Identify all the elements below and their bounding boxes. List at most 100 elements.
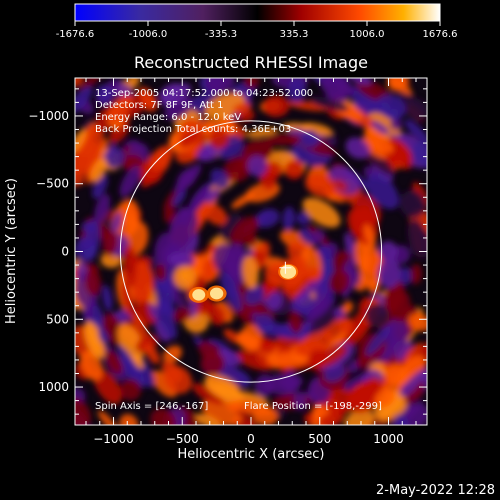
heatmap-cell [178, 129, 201, 148]
heatmap-cell [98, 328, 109, 345]
heatmap-cell [95, 84, 114, 104]
heatmap-cell [204, 204, 228, 226]
heatmap-cell [243, 78, 260, 89]
heatmap-cell [196, 143, 216, 159]
colorbar-tick-label: 1676.6 [423, 29, 458, 40]
heatmap-cell [387, 78, 409, 92]
heatmap-cell [377, 258, 401, 289]
heatmap-cell [131, 286, 143, 305]
heatmap-cell [363, 148, 395, 176]
heatmap-cell [390, 118, 403, 131]
heatmap-cell [408, 312, 427, 332]
heatmap-cell [223, 156, 252, 183]
heatmap-cell [329, 269, 350, 294]
heatmap-cell [412, 140, 427, 170]
axis-ticks: −1000 −500 0 500 1000 1000 500 0 −500 −1000 [28, 78, 427, 446]
heatmap-cell [79, 78, 108, 94]
heatmap-cell [302, 197, 341, 228]
y-tick-label: −1000 [28, 109, 69, 123]
heatmap-cell [154, 319, 171, 342]
heatmap-cell [81, 221, 97, 234]
heatmap-cell [298, 331, 333, 354]
heatmap-cell [205, 188, 221, 204]
heatmap-cell [407, 219, 427, 258]
heatmap-cell [75, 129, 87, 155]
y-tick-label: −500 [36, 177, 69, 191]
heatmap-cell [319, 254, 333, 296]
heatmap-cell [83, 321, 106, 360]
heatmap-cell [119, 379, 142, 401]
heatmap-cell [150, 370, 178, 398]
heatmap-cell [350, 387, 368, 400]
heatmap-cell [282, 206, 295, 231]
heatmap-cell [148, 302, 159, 320]
annotation-line: Back Projection Total counts: 4.36E+03 [95, 124, 291, 135]
heatmap-cell [251, 250, 267, 265]
heatmap-cell [255, 208, 280, 228]
heatmap-cell [75, 78, 84, 88]
heatmap-cell [168, 207, 198, 248]
heatmap-cell [155, 264, 167, 282]
heatmap-cell [265, 133, 301, 146]
annotation-line: Energy Range: 6.0 - 12.0 keV [95, 112, 241, 123]
colorbar-tick-label: 1006.0 [350, 29, 385, 40]
heatmap-cell [236, 332, 261, 352]
heatmap-cell [386, 137, 413, 164]
bright-source [209, 287, 224, 300]
heatmap-cell [75, 85, 93, 114]
annotation-line: 13-Sep-2005 04:17:52.000 to 04:23:52.000 [95, 88, 313, 99]
heatmap-cell [363, 224, 376, 247]
heatmap-cell [393, 414, 409, 425]
heatmap-cell [163, 365, 193, 394]
heatmap-cell [108, 120, 130, 144]
heatmap-cell [192, 383, 224, 406]
heatmap-cell [119, 413, 139, 425]
heatmap-cell [377, 94, 406, 120]
heatmap-cell [399, 368, 427, 399]
heatmap-cell [210, 168, 230, 190]
heatmap-sources [188, 263, 299, 303]
heatmap-cell [168, 252, 195, 267]
colorbar-tick-label: -1006.0 [129, 29, 168, 40]
heatmap-cell [94, 193, 111, 224]
heatmap-cell [304, 298, 336, 324]
colorbar-tick-label: -1676.6 [56, 29, 95, 40]
chart-title: Reconstructed RHESSI Image [134, 53, 368, 72]
heatmap-cell [257, 322, 295, 338]
heatmap-cell [212, 243, 234, 272]
heatmap-cell [173, 307, 192, 323]
heatmap-cell [90, 158, 107, 183]
heatmap-cell [107, 94, 133, 121]
colorbar-gradient [74, 3, 441, 22]
heatmap-cell [230, 216, 259, 247]
heatmap-cell [283, 369, 297, 394]
heatmap-cell [85, 269, 102, 296]
heatmap-cell [117, 345, 140, 380]
y-tick-label: 500 [46, 312, 69, 326]
heatmap-cell [287, 78, 307, 103]
heatmap-cell [374, 388, 395, 408]
heatmap-cell [144, 343, 161, 365]
heatmap-cell [220, 271, 242, 312]
heatmap-cell [173, 265, 197, 289]
heatmap-cell [257, 338, 276, 355]
heatmap-cell [296, 211, 311, 225]
heatmap-cell [360, 137, 388, 159]
heatmap-cell [334, 179, 348, 191]
heatmap-cell [172, 188, 187, 207]
heatmap-cell [370, 120, 390, 135]
heatmap-cell [205, 302, 226, 326]
annotation-line: Detectors: 7F 8F 9F, Att 1 [95, 100, 223, 111]
heatmap-cell [244, 285, 265, 306]
colorbar: -1676.6 -1006.0 -335.3 335.3 1006.0 1676.6 [56, 3, 458, 40]
heatmap-cell [162, 345, 182, 364]
heatmap-cell [205, 78, 235, 94]
heatmap-cell [344, 408, 375, 425]
heatmap-cell [208, 127, 229, 149]
heatmap-cell [284, 159, 305, 180]
heatmap-cell [288, 310, 303, 333]
heatmap-cell [263, 95, 290, 118]
heatmap-cell [242, 255, 259, 289]
x-tick-label: −500 [166, 432, 199, 446]
